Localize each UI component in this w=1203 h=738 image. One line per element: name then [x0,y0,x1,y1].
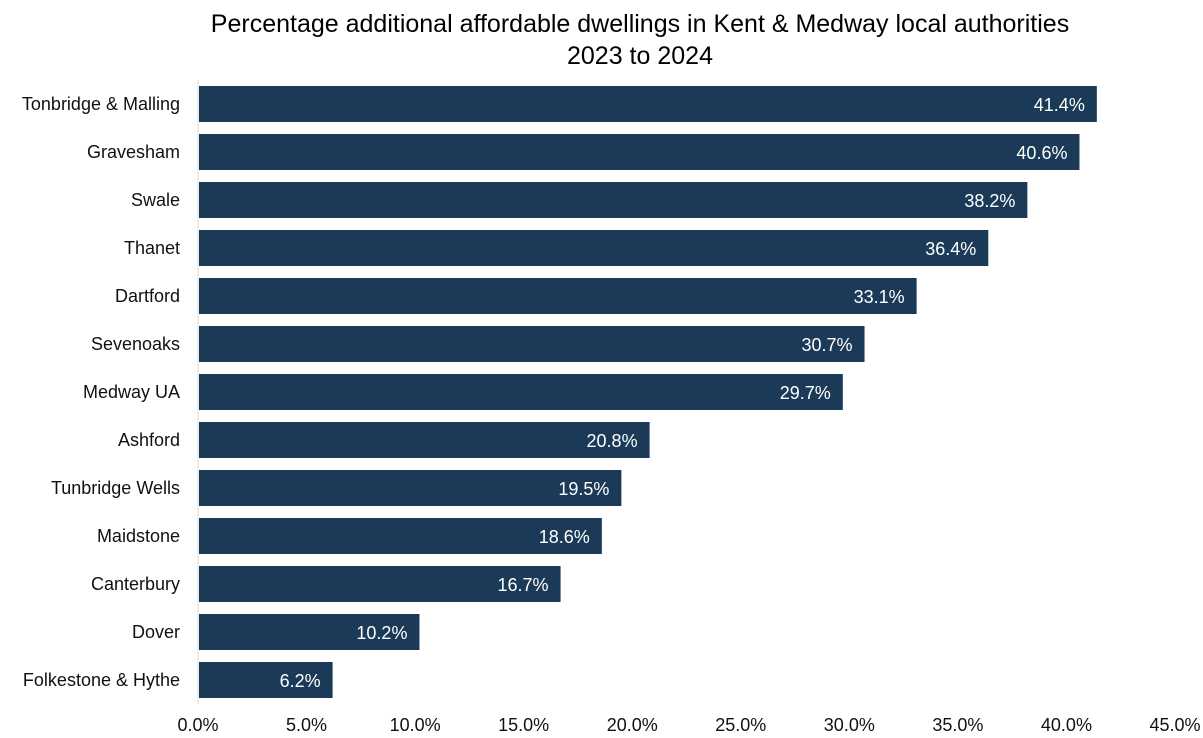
data-label: 30.7% [801,335,852,355]
data-label: 20.8% [587,431,638,451]
category-labels: Tonbridge & Malling Gravesham Swale Thanet D… [22,94,180,690]
bar [199,662,333,698]
x-tick-label: 10.0% [390,715,441,735]
category-label: Tonbridge & Malling [22,94,180,114]
category-label: Thanet [124,238,180,258]
bar [199,230,989,266]
data-label: 33.1% [854,287,905,307]
data-label: 18.6% [539,527,590,547]
category-label: Folkestone & Hythe [23,670,180,690]
chart-title: Percentage additional affordable dwellin… [210,10,1070,38]
category-label: Gravesham [87,142,180,162]
bar [199,566,561,602]
data-label: 19.5% [558,479,609,499]
x-tick-label: 40.0% [1041,715,1092,735]
bar [199,374,843,410]
bar [199,86,1097,122]
category-label: Sevenoaks [91,334,180,354]
data-label: 38.2% [964,191,1015,211]
category-label: Tunbridge Wells [51,478,180,498]
x-tick-label: 45.0% [1149,715,1200,735]
data-label: 41.4% [1034,95,1085,115]
category-label: Swale [131,190,180,210]
x-tick-label: 5.0% [286,715,327,735]
bar [199,614,420,650]
data-label: 29.7% [780,383,831,403]
bar [199,182,1028,218]
x-tick-label: 15.0% [498,715,549,735]
value-labels: 41.4% 40.6% 38.2% 36.4% 33.1% 30.7% 29.7% 20.8%… [280,95,1085,691]
bar [199,278,917,314]
data-label: 16.7% [498,575,549,595]
data-label: 40.6% [1016,143,1067,163]
x-tick-label: 30.0% [824,715,875,735]
category-label: Medway UA [83,382,180,402]
category-label: Maidstone [97,526,180,546]
bars-layer [199,86,1097,698]
bar [199,422,650,458]
category-label: Dartford [115,286,180,306]
category-label: Dover [132,622,180,642]
x-tick-label: 35.0% [932,715,983,735]
chart-subtitle: 2023 to 2024 [567,42,713,70]
bar [199,518,602,554]
x-axis-ticks: 0.0% 5.0% 10.0% 15.0% 20.0% 25.0% 30.0% 35.0% 40… [177,715,1200,735]
data-label: 36.4% [925,239,976,259]
data-label: 6.2% [280,671,321,691]
category-label: Ashford [118,430,180,450]
category-label: Canterbury [91,574,180,594]
bar [199,470,622,506]
x-tick-label: 0.0% [177,715,218,735]
chart-title-block: Percentage additional affordable dwellin… [0,8,1203,72]
x-tick-label: 20.0% [607,715,658,735]
data-label: 10.2% [356,623,407,643]
bar [199,134,1080,170]
bar [199,326,865,362]
x-tick-label: 25.0% [715,715,766,735]
